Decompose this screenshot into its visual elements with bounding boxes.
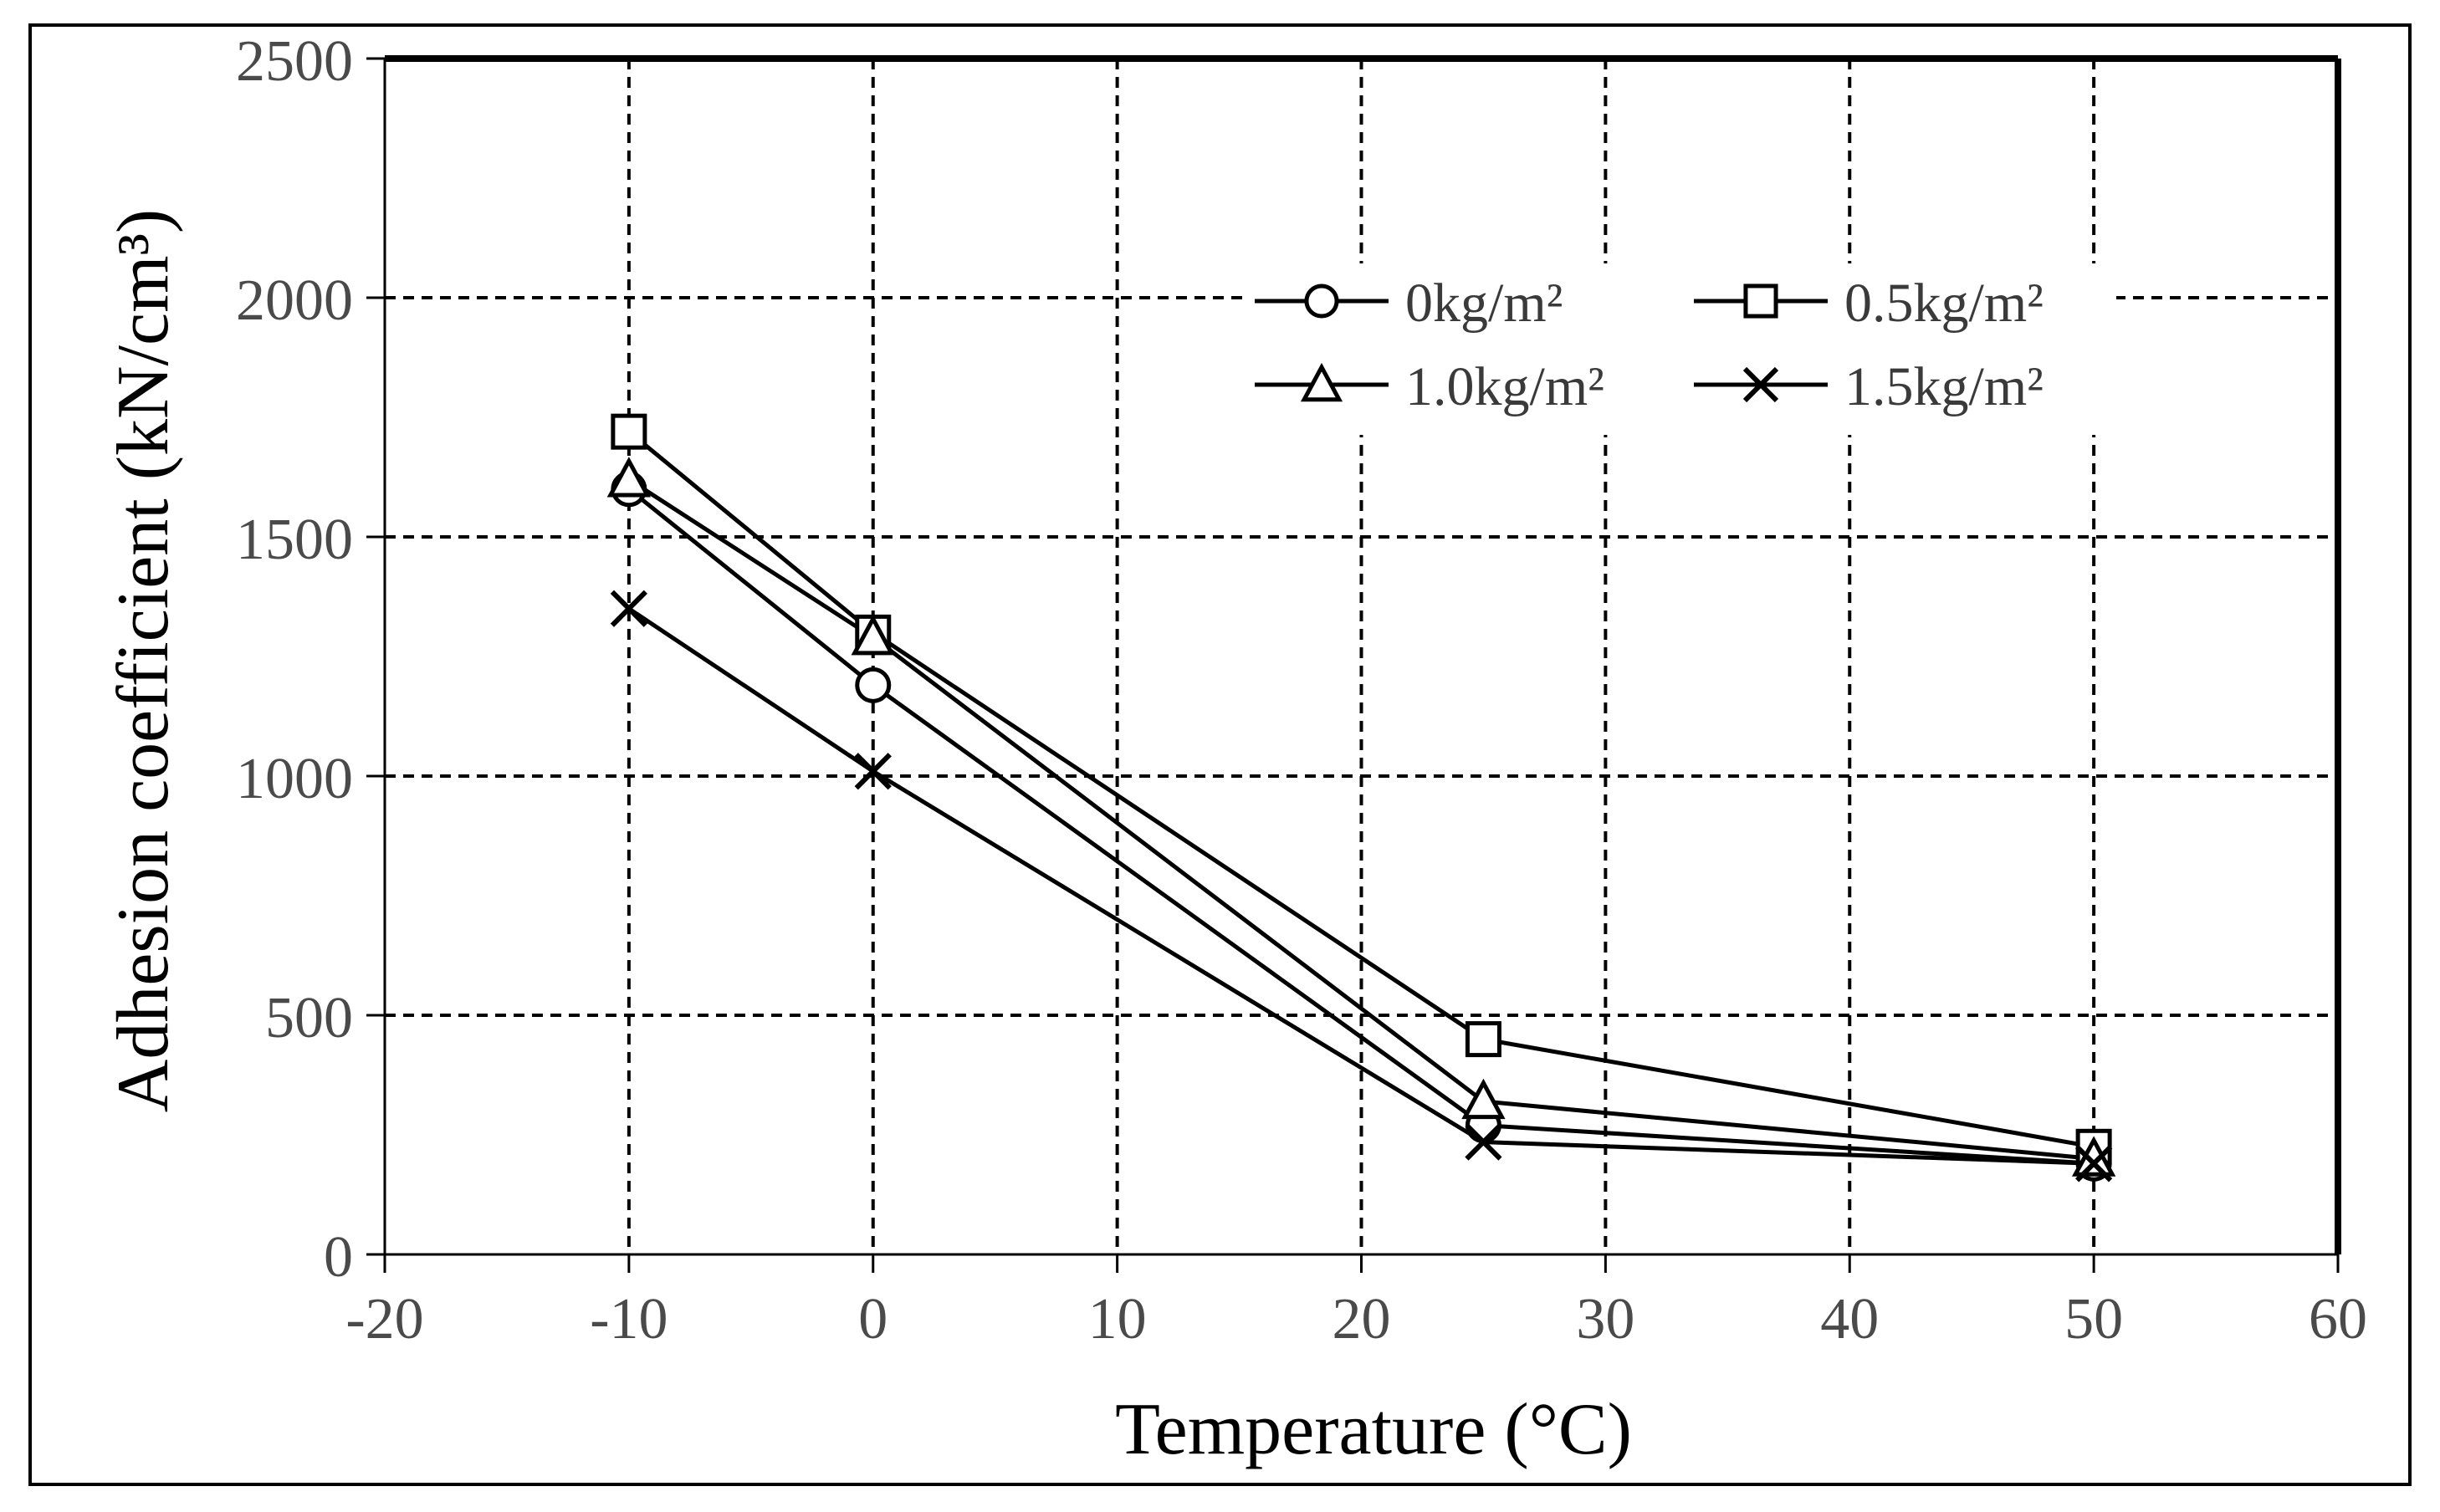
data-point-1-0kgm bbox=[1461, 1078, 1506, 1120]
y-tick-label: 1000 bbox=[236, 747, 353, 811]
data-point-0kgm bbox=[855, 667, 892, 703]
x-tick-label: 20 bbox=[1333, 1287, 1391, 1351]
x-tick-label: 0 bbox=[858, 1287, 888, 1351]
legend-marker-1-0kgm bbox=[1300, 362, 1343, 402]
x-tick-label: -10 bbox=[590, 1287, 668, 1351]
axis-layer bbox=[366, 55, 2341, 1273]
y-tick-label: 2500 bbox=[236, 29, 353, 94]
x-tick-label: 50 bbox=[2064, 1287, 2123, 1351]
data-point-1-0kgm bbox=[606, 457, 652, 498]
x-tick-label: -20 bbox=[345, 1287, 423, 1351]
legend-background bbox=[1246, 263, 2116, 435]
legend-label-0-5kgm: 0.5kg/m² bbox=[1844, 273, 2044, 334]
legend-label-1-0kgm: 1.0kg/m² bbox=[1405, 356, 1604, 417]
legend-marker-1-5kgm bbox=[1742, 366, 1779, 403]
legend-marker-0-5kgm bbox=[1743, 284, 1778, 319]
series-line-1-0kgm bbox=[627, 478, 2095, 1162]
data-point-1-5kgm bbox=[1465, 1123, 1502, 1161]
legend: 0kg/m² 0.5kg/m² 1.0kg/m² 1.5kg/m² bbox=[1246, 263, 2116, 435]
series-line-1-5kgm bbox=[627, 606, 2095, 1166]
y-tick-label: 1500 bbox=[236, 508, 353, 572]
series-line-0kgm bbox=[627, 487, 2095, 1166]
series-line-0-5kgm bbox=[627, 430, 2095, 1149]
x-tick-label: 30 bbox=[1576, 1287, 1634, 1351]
series-layer bbox=[627, 430, 2095, 1166]
legend-items: 0kg/m² 0.5kg/m² 1.0kg/m² 1.5kg/m² bbox=[1255, 273, 2044, 417]
legend-label-1-5kgm: 1.5kg/m² bbox=[1844, 356, 2044, 417]
data-point-0-5kgm bbox=[1465, 1021, 1501, 1058]
x-axis-title: Temperature (°C) bbox=[1115, 1389, 1632, 1470]
x-tick-label: 60 bbox=[2309, 1287, 2367, 1351]
legend-marker-0kgm bbox=[1304, 284, 1339, 319]
y-tick-label: 2000 bbox=[236, 268, 353, 333]
y-tick-label: 0 bbox=[324, 1225, 353, 1290]
legend-label-0kgm: 0kg/m² bbox=[1405, 273, 1563, 334]
data-point-1-0kgm bbox=[851, 614, 895, 656]
y-tick-label: 500 bbox=[265, 986, 353, 1050]
x-tick-label: 40 bbox=[1820, 1287, 1879, 1351]
x-tick-label: 10 bbox=[1088, 1287, 1147, 1351]
grid-layer bbox=[385, 57, 2340, 1254]
tick-label-layer: 0 500 1000 1500 2000 2500 -20 -10 0 10 20 30 40 50 60 bbox=[236, 29, 2367, 1351]
y-axis-title: Adhesion coefficient (kN/cm³) bbox=[103, 209, 184, 1112]
data-point-1-5kgm bbox=[610, 590, 647, 627]
data-point-1-5kgm bbox=[854, 753, 892, 790]
data-point-0-5kgm bbox=[611, 413, 647, 450]
marker-layer bbox=[606, 413, 2116, 1183]
data-point-1-5kgm bbox=[2075, 1145, 2113, 1183]
